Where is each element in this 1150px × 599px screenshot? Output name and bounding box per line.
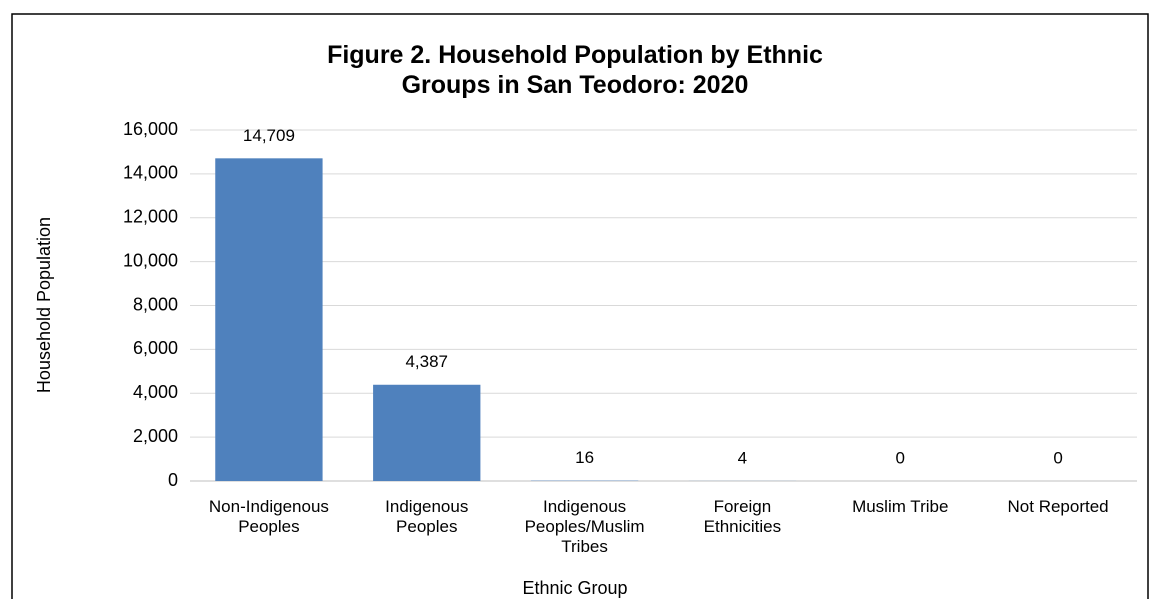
y-tick-label: 8,000 [133, 294, 178, 314]
data-label: 14,709 [243, 126, 295, 145]
y-tick-label: 14,000 [123, 163, 178, 183]
y-tick-label: 6,000 [133, 338, 178, 358]
y-tick-label: 12,000 [123, 207, 178, 227]
data-label: 16 [575, 448, 594, 467]
data-label: 0 [896, 448, 905, 467]
x-tick-label: Not Reported [1007, 497, 1109, 516]
y-tick-label: 2,000 [133, 426, 178, 446]
bar [373, 384, 481, 481]
x-axis-label: Ethnic Group [522, 578, 627, 598]
data-label: 4 [738, 448, 747, 467]
bar [215, 158, 323, 481]
y-axis-label: Household Population [34, 217, 54, 393]
data-label: 4,387 [405, 352, 448, 371]
x-tick-label: Muslim Tribe [852, 497, 949, 516]
y-tick-label: 10,000 [123, 250, 178, 270]
x-tick-label: Indigenous Peoples/Muslim Tribes [524, 497, 645, 556]
x-tick-label: Indigenous Peoples [385, 497, 469, 536]
y-tick-label: 0 [168, 470, 178, 490]
data-label: 0 [1053, 448, 1062, 467]
x-tick-label: Foreign Ethnicities [703, 497, 782, 536]
chart-title: Figure 2. Household Population by Ethnic… [327, 41, 823, 99]
y-tick-label: 4,000 [133, 382, 178, 402]
y-tick-label: 16,000 [123, 119, 178, 139]
chart-border [11, 13, 1149, 599]
x-tick-label: Non-Indigenous Peoples [208, 497, 329, 536]
